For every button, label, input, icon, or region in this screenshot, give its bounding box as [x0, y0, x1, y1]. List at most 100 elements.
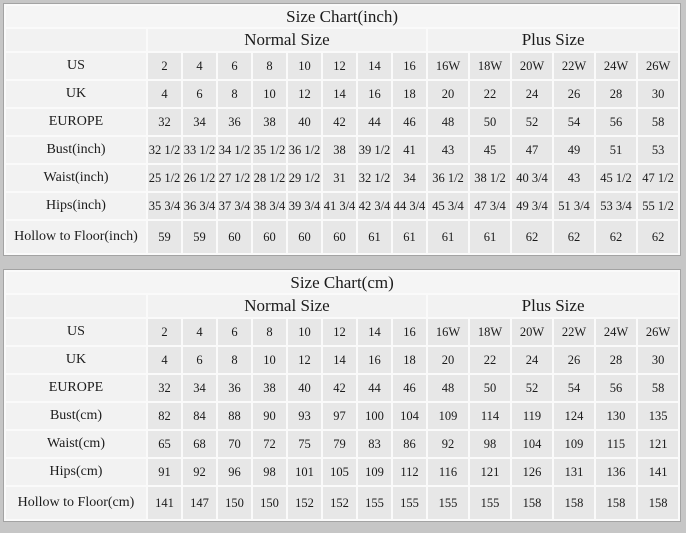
size-cell: 25 1/2	[148, 165, 181, 191]
size-cell: 51 3/4	[554, 193, 594, 219]
size-cell: 48	[428, 375, 468, 401]
size-cell: 109	[554, 431, 594, 457]
size-cell: 32	[148, 109, 181, 135]
size-cell: 44 3/4	[393, 193, 426, 219]
page: { "colors": { "page_background": "#c6c6c…	[0, 3, 686, 533]
size-cell: 14	[358, 319, 391, 345]
size-cell: 40	[288, 109, 321, 135]
size-cell: 61	[393, 221, 426, 253]
size-cell: 70	[218, 431, 251, 457]
size-cell: 16W	[428, 319, 468, 345]
size-cell: 22	[470, 81, 510, 107]
size-cell: 158	[596, 487, 636, 519]
size-chart-inch-table: Size Chart(inch) Normal Size Plus Size U…	[3, 3, 682, 256]
size-cell: 58	[638, 375, 679, 401]
size-cell: 38	[253, 109, 286, 135]
row-label: Hips(inch)	[6, 193, 146, 219]
size-cell: 83	[358, 431, 391, 457]
size-cell: 16	[393, 319, 426, 345]
size-cell: 38 1/2	[470, 165, 510, 191]
size-cell: 52	[512, 375, 552, 401]
size-cell: 26	[554, 81, 594, 107]
size-cell: 54	[554, 109, 594, 135]
size-cell: 56	[596, 109, 636, 135]
size-cell: 41 3/4	[323, 193, 356, 219]
size-cell: 135	[638, 403, 679, 429]
size-cell: 4	[148, 347, 181, 373]
row-label: Hollow to Floor(inch)	[6, 221, 146, 253]
size-cell: 28	[596, 81, 636, 107]
size-cell: 109	[428, 403, 468, 429]
size-cell: 155	[393, 487, 426, 519]
normal-size-header: Normal Size	[148, 295, 426, 317]
plus-size-header: Plus Size	[428, 295, 679, 317]
table-row-europe: EUROPE 32 34 36 38 40 42 44 46 48 50 52 54 56 58	[6, 109, 679, 135]
size-cell: 104	[512, 431, 552, 457]
size-cell: 150	[253, 487, 286, 519]
size-cell: 33 1/2	[183, 137, 216, 163]
size-cell: 121	[470, 459, 510, 485]
row-label: EUROPE	[6, 375, 146, 401]
size-cell: 18W	[470, 319, 510, 345]
size-cell: 2	[148, 319, 181, 345]
size-cell: 53	[638, 137, 679, 163]
row-label: UK	[6, 347, 146, 373]
size-cell: 101	[288, 459, 321, 485]
size-cell: 93	[288, 403, 321, 429]
size-cell: 43	[554, 165, 594, 191]
size-cell: 116	[428, 459, 468, 485]
size-cell: 14	[323, 347, 356, 373]
size-cell: 48	[428, 109, 468, 135]
size-cell: 105	[323, 459, 356, 485]
size-cell: 51	[596, 137, 636, 163]
size-cell: 158	[638, 487, 679, 519]
size-cell: 22W	[554, 319, 594, 345]
corner-cell	[6, 29, 146, 51]
size-cell: 24	[512, 347, 552, 373]
size-cell: 141	[638, 459, 679, 485]
size-cell: 61	[358, 221, 391, 253]
table-row-hollow-to-floor: Hollow to Floor(cm) 141 147 150 150 152 152 155…	[6, 487, 679, 519]
size-cell: 35 3/4	[148, 193, 181, 219]
size-cell: 96	[218, 459, 251, 485]
size-cell: 29 1/2	[288, 165, 321, 191]
size-cell: 114	[470, 403, 510, 429]
size-cell: 158	[554, 487, 594, 519]
size-cell: 61	[470, 221, 510, 253]
size-cell: 92	[428, 431, 468, 457]
size-cell: 16	[358, 81, 391, 107]
size-cell: 104	[393, 403, 426, 429]
title-row: Size Chart(cm)	[6, 272, 679, 293]
size-cell: 121	[638, 431, 679, 457]
size-cell: 35 1/2	[253, 137, 286, 163]
size-cell: 115	[596, 431, 636, 457]
size-cell: 6	[183, 347, 216, 373]
size-cell: 16	[393, 53, 426, 79]
size-cell: 14	[323, 81, 356, 107]
table-title: Size Chart(cm)	[6, 272, 679, 293]
size-cell: 158	[512, 487, 552, 519]
size-cell: 12	[323, 319, 356, 345]
size-cell: 119	[512, 403, 552, 429]
size-cell: 8	[253, 53, 286, 79]
size-cell: 26	[554, 347, 594, 373]
size-cell: 28	[596, 347, 636, 373]
size-cell: 60	[288, 221, 321, 253]
size-cell: 4	[148, 81, 181, 107]
size-cell: 130	[596, 403, 636, 429]
size-cell: 26 1/2	[183, 165, 216, 191]
row-label: Hollow to Floor(cm)	[6, 487, 146, 519]
size-cell: 126	[512, 459, 552, 485]
size-cell: 34	[183, 109, 216, 135]
size-cell: 12	[288, 81, 321, 107]
size-cell: 34	[183, 375, 216, 401]
size-chart-cm-table: Size Chart(cm) Normal Size Plus Size US 2…	[3, 269, 682, 522]
size-cell: 109	[358, 459, 391, 485]
size-cell: 47 1/2	[638, 165, 679, 191]
size-cell: 6	[218, 319, 251, 345]
size-cell: 45 3/4	[428, 193, 468, 219]
size-cell: 22W	[554, 53, 594, 79]
size-cell: 32 1/2	[358, 165, 391, 191]
size-cell: 34 1/2	[218, 137, 251, 163]
size-cell: 61	[428, 221, 468, 253]
